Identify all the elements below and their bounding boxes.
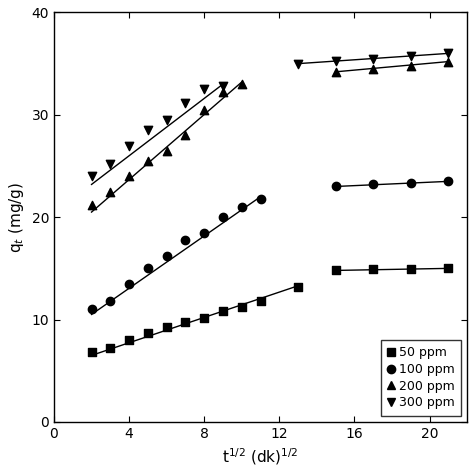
300 ppm [88,173,95,180]
Point [407,53,415,60]
100 ppm [201,229,208,237]
100 ppm [182,236,189,244]
50 ppm [219,308,227,315]
200 ppm [219,89,227,96]
100 ppm [144,264,152,272]
50 ppm [88,348,95,356]
Point [332,57,339,64]
50 ppm [125,336,133,344]
100 ppm [107,297,114,305]
100 ppm [163,252,171,260]
50 ppm [238,303,246,311]
Point [445,50,452,57]
200 ppm [163,147,171,155]
100 ppm [257,195,264,202]
300 ppm [163,116,171,124]
Point [332,68,339,76]
50 ppm [107,345,114,352]
200 ppm [201,106,208,113]
50 ppm [201,314,208,321]
100 ppm [238,203,246,211]
Y-axis label: q$_t$ (mg/g): q$_t$ (mg/g) [7,182,26,253]
Point [407,180,415,187]
200 ppm [107,188,114,195]
200 ppm [182,131,189,139]
Point [407,265,415,273]
100 ppm [125,280,133,288]
50 ppm [144,329,152,337]
Point [445,264,452,272]
Point [369,65,377,73]
300 ppm [144,127,152,134]
50 ppm [257,297,264,305]
200 ppm [144,157,152,164]
50 ppm [294,283,302,291]
Point [369,181,377,188]
300 ppm [201,85,208,93]
Point [407,62,415,70]
Point [294,60,302,67]
200 ppm [125,173,133,180]
100 ppm [88,306,95,313]
Legend: 50 ppm, 100 ppm, 200 ppm, 300 ppm: 50 ppm, 100 ppm, 200 ppm, 300 ppm [381,340,461,416]
Point [445,178,452,185]
300 ppm [107,160,114,168]
300 ppm [182,99,189,106]
Point [369,55,377,62]
X-axis label: t$^{1/2}$ (dk)$^{1/2}$: t$^{1/2}$ (dk)$^{1/2}$ [222,447,299,467]
Point [445,58,452,65]
Point [369,265,377,273]
200 ppm [238,80,246,88]
50 ppm [182,318,189,326]
Point [332,182,339,190]
100 ppm [219,213,227,221]
200 ppm [88,201,95,209]
300 ppm [125,142,133,149]
Point [332,267,339,274]
300 ppm [219,82,227,90]
50 ppm [163,323,171,330]
